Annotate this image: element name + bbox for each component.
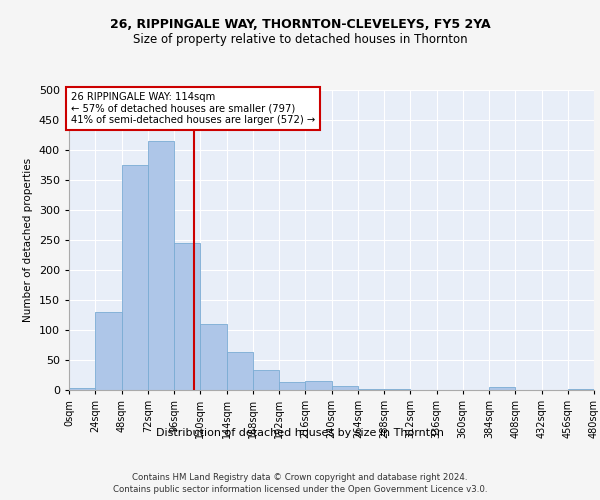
- Bar: [331, 386, 358, 390]
- Text: Size of property relative to detached houses in Thornton: Size of property relative to detached ho…: [133, 32, 467, 46]
- Bar: [148, 141, 174, 390]
- Bar: [200, 324, 227, 390]
- Text: Distribution of detached houses by size in Thornton: Distribution of detached houses by size …: [156, 428, 444, 438]
- Text: 26, RIPPINGALE WAY, THORNTON-CLEVELEYS, FY5 2YA: 26, RIPPINGALE WAY, THORNTON-CLEVELEYS, …: [110, 18, 490, 30]
- Bar: [227, 352, 253, 390]
- Text: 26 RIPPINGALE WAY: 114sqm
← 57% of detached houses are smaller (797)
41% of semi: 26 RIPPINGALE WAY: 114sqm ← 57% of detac…: [71, 92, 316, 125]
- Bar: [95, 312, 121, 390]
- Bar: [489, 387, 515, 390]
- Bar: [69, 388, 95, 390]
- Bar: [279, 382, 305, 390]
- Y-axis label: Number of detached properties: Number of detached properties: [23, 158, 33, 322]
- Text: Contains HM Land Registry data © Crown copyright and database right 2024.: Contains HM Land Registry data © Crown c…: [132, 472, 468, 482]
- Bar: [174, 243, 200, 390]
- Bar: [305, 381, 331, 390]
- Bar: [121, 165, 148, 390]
- Bar: [358, 389, 384, 390]
- Bar: [253, 370, 279, 390]
- Text: Contains public sector information licensed under the Open Government Licence v3: Contains public sector information licen…: [113, 485, 487, 494]
